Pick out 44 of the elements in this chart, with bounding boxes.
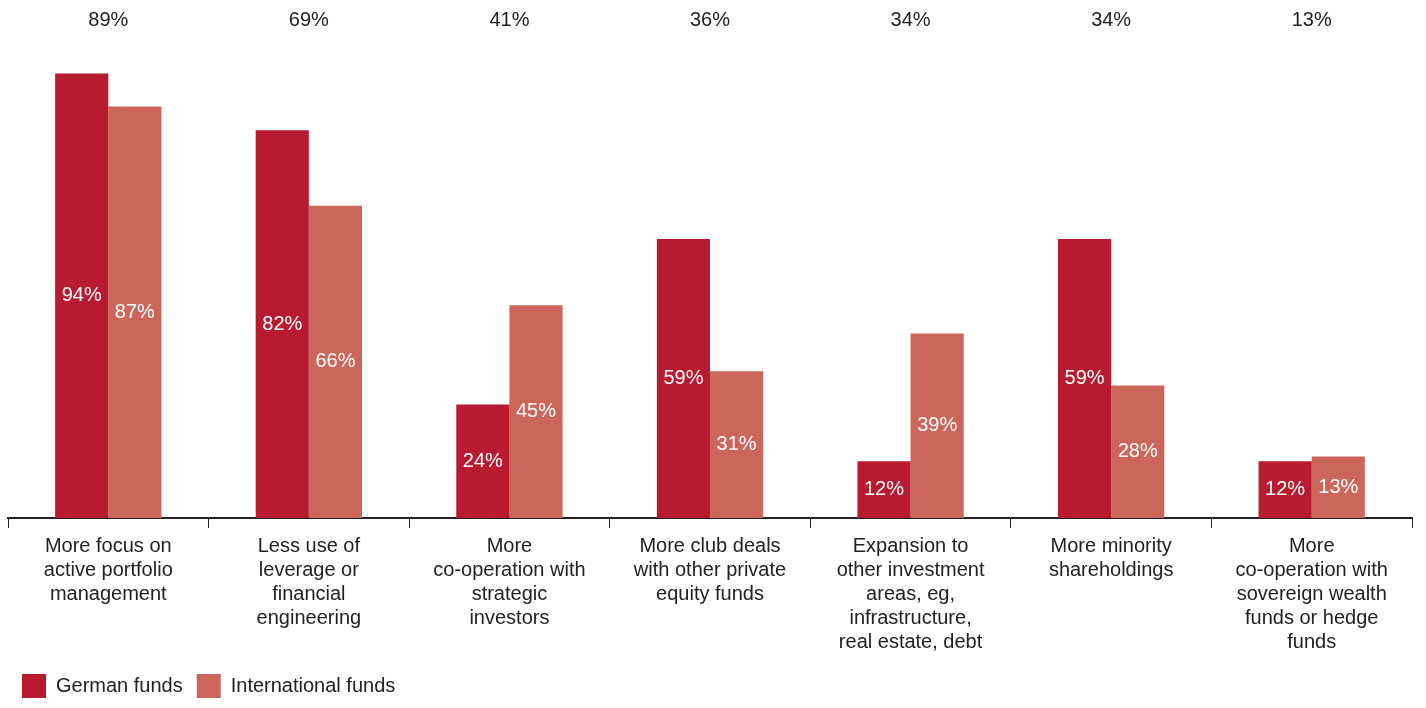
data-label: 94% (61, 283, 102, 306)
bar (1311, 456, 1365, 518)
text: 34% (1091, 7, 1132, 30)
bar (55, 73, 109, 518)
x-tick-label: More focus on active portfolio management (43, 533, 173, 604)
bar (656, 238, 710, 518)
text: 36% (689, 7, 731, 30)
data-label: 12% (863, 477, 905, 500)
x-tick-label: Less use of leverage or financial engineering (256, 533, 362, 628)
bar (456, 404, 510, 518)
data-label: 31% (716, 432, 757, 455)
bar (1057, 238, 1112, 518)
legend-label: German funds (56, 673, 183, 696)
data-label: 12% (1265, 477, 1306, 500)
data-label: 28% (1117, 439, 1158, 462)
x-tick-label: Expansion to other investment areas, eg, infrastructure, real estate, debt (836, 533, 985, 652)
text: 13% (1291, 7, 1332, 30)
legend-label: International funds (230, 673, 396, 696)
x-tick-label: More co-operation with strategic investors (433, 533, 586, 628)
data-label: 59% (1064, 365, 1105, 388)
x-tick-label: More minority shareholdings (1048, 533, 1174, 580)
bar (1258, 461, 1312, 518)
text: 69% (288, 7, 330, 30)
bar (857, 461, 911, 518)
x-tick-label: More club deals with other private equity funds (632, 533, 787, 604)
text: 34% (890, 7, 931, 30)
bar (509, 305, 563, 518)
data-label: 24% (462, 448, 504, 471)
data-label: 59% (663, 365, 704, 388)
x-tick-label: More co-operation with sovereign wealth funds or hedge funds (1235, 533, 1388, 652)
data-label: 39% (917, 413, 958, 436)
data-label: 45% (515, 399, 557, 422)
bar (308, 205, 363, 518)
text: 89% (88, 7, 129, 30)
text: 41% (489, 7, 530, 30)
bar (1111, 385, 1165, 518)
bar (710, 371, 764, 518)
data-label: 66% (315, 349, 356, 372)
data-label: 87% (114, 299, 156, 322)
bar (255, 130, 309, 518)
data-label: 13% (1318, 474, 1359, 497)
bar (910, 333, 964, 518)
data-label: 82% (262, 311, 303, 334)
bar (108, 106, 162, 518)
